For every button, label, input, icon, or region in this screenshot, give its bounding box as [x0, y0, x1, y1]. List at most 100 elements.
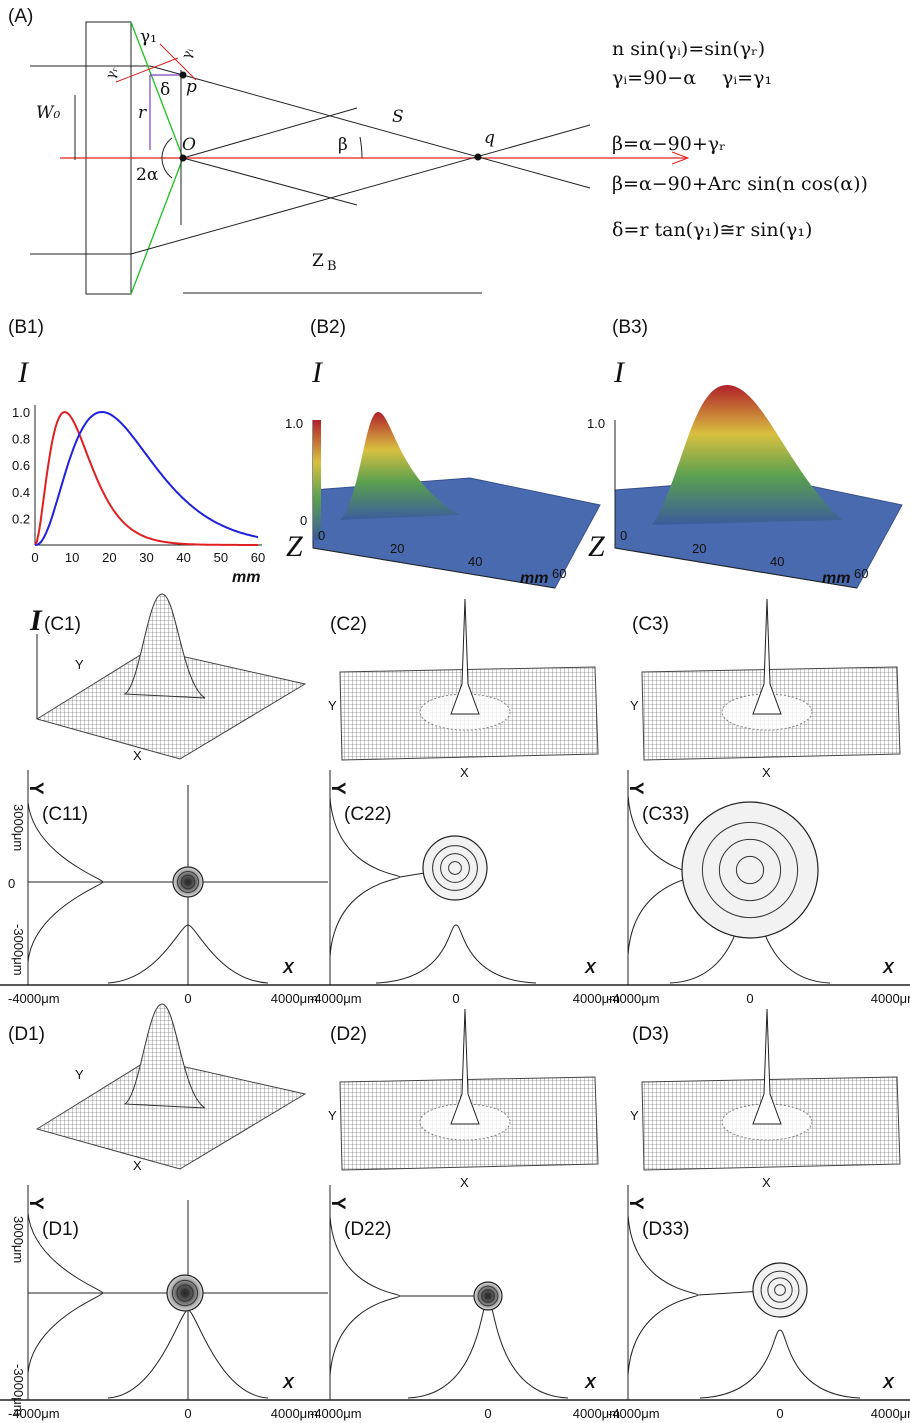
- ray: [182, 107, 358, 159]
- panel-label: (D33): [642, 1219, 690, 1240]
- axis-label: X: [762, 1175, 771, 1190]
- symbol: O: [182, 135, 196, 155]
- spot-ring: [718, 838, 782, 902]
- x-tick-label: 60: [854, 566, 868, 581]
- axis-label: Y: [327, 782, 348, 795]
- x-tick-label: 4000μm: [271, 991, 318, 1006]
- mesh-spike: [450, 598, 480, 715]
- axis-label: Y: [630, 1108, 639, 1123]
- axis-label: X: [762, 765, 771, 780]
- x-tick-label: -4000μm: [8, 1406, 60, 1421]
- axis-label: Y: [625, 1197, 646, 1210]
- symbol: Z: [312, 251, 324, 271]
- equation: γᵢ=γ₁: [722, 67, 772, 89]
- curve: [34, 410, 258, 546]
- profile-x: [699, 1329, 861, 1399]
- curve: [34, 410, 259, 546]
- profile-y: [329, 1215, 401, 1377]
- alpha-arc: [161, 137, 173, 179]
- beta-arc: [359, 136, 363, 159]
- mesh-peak: [123, 1003, 206, 1109]
- normal: [115, 57, 179, 83]
- x-tick-label: 20: [102, 550, 116, 565]
- spot-ring: [184, 878, 192, 886]
- x-tick-label: 40: [770, 554, 784, 569]
- mesh-spike: [752, 1008, 782, 1125]
- mesh-peak: [123, 593, 206, 699]
- unit-label: mm: [520, 570, 548, 587]
- x-tick-label: -4000μm: [608, 991, 660, 1006]
- axis-label: X: [133, 1158, 142, 1173]
- symbol: γᵣ: [103, 64, 121, 81]
- ray: [130, 124, 591, 255]
- axis-label: X: [584, 960, 597, 977]
- point: [474, 153, 482, 161]
- x-tick-label: 0: [452, 991, 459, 1006]
- ray-green: [130, 21, 184, 159]
- x-tick-label: 0: [31, 550, 38, 565]
- spot-ring: [171, 1279, 199, 1307]
- ray: [149, 65, 184, 76]
- x-tick-label: -4000μm: [8, 991, 60, 1006]
- unit-label: mm: [232, 569, 260, 586]
- x-tick-label: 0: [184, 1406, 191, 1421]
- unit-label: mm: [822, 570, 850, 587]
- y-tick-label: 1.0: [12, 405, 30, 420]
- ray-green: [130, 157, 184, 295]
- panel-label: (D22): [344, 1219, 392, 1240]
- x-tick-label: 0: [746, 991, 753, 1006]
- profile-x: [407, 1299, 569, 1399]
- peak-surface: [652, 385, 842, 525]
- symbol: r: [138, 103, 147, 123]
- mesh-spike: [752, 598, 782, 715]
- spot-ring: [477, 1285, 499, 1307]
- x-tick-label: 60: [251, 550, 265, 565]
- axis-label: Y: [328, 1108, 337, 1123]
- axis-label: X: [882, 1375, 895, 1392]
- spot-ring: [432, 845, 478, 891]
- symbol: S: [392, 107, 404, 127]
- axis-title: I: [311, 356, 324, 389]
- x-tick-label: 30: [139, 550, 153, 565]
- y-tick-label: 0: [300, 513, 307, 528]
- symbol: q: [484, 128, 495, 148]
- y-tick-label: 3000μm: [11, 1216, 26, 1263]
- symbol: p: [186, 77, 197, 97]
- x-tick-label: 40: [176, 550, 190, 565]
- spot-ring: [484, 1292, 492, 1300]
- spot-ring: [440, 853, 470, 883]
- axis-label: X: [584, 1375, 597, 1392]
- axis-label: Y: [625, 782, 646, 795]
- symbol: W₀: [36, 103, 60, 123]
- y-tick-label: 0.8: [12, 432, 30, 447]
- axis-title: Z: [286, 530, 303, 563]
- y-tick-label: 0: [8, 876, 15, 891]
- mesh-plane: [35, 1058, 307, 1170]
- axis-label: Y: [25, 782, 46, 795]
- depth-axis: [312, 547, 556, 589]
- arrow-head: [671, 151, 690, 165]
- spot-ring: [176, 1284, 194, 1302]
- x-tick-label: 4000μm: [271, 1406, 318, 1421]
- colorbar: [313, 420, 321, 540]
- x-tick-label: 50: [214, 550, 228, 565]
- y-tick-label: 3000μm: [11, 804, 26, 851]
- x-tick-label: 4000μm: [871, 991, 910, 1006]
- point: [179, 154, 187, 162]
- spot-ring: [767, 1277, 793, 1303]
- x-tick-label: -4000μm: [608, 1406, 660, 1421]
- ray: [182, 157, 358, 206]
- panel-label: (B2): [310, 317, 346, 338]
- panel-label: (C2): [330, 614, 367, 635]
- x-tick-label: 4000μm: [573, 1406, 620, 1421]
- x-tick-label: 0: [318, 528, 325, 543]
- axis-label: Y: [25, 1197, 46, 1210]
- axis-label: Y: [327, 1197, 348, 1210]
- profile-x: [375, 924, 537, 984]
- equation: β=α−90+γᵣ: [612, 133, 726, 155]
- spot-ring: [180, 1288, 190, 1298]
- mesh-plane: [35, 648, 307, 760]
- x-tick-label: 4000μm: [871, 1406, 910, 1421]
- axis-label: X: [282, 1375, 295, 1392]
- y-tick-label: 1.0: [587, 416, 605, 431]
